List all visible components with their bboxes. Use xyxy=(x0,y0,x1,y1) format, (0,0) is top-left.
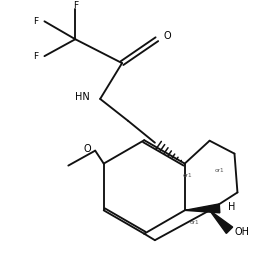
Polygon shape xyxy=(185,204,220,213)
Text: F: F xyxy=(33,52,39,61)
Text: H: H xyxy=(228,202,235,212)
Text: O: O xyxy=(84,144,91,154)
Text: F: F xyxy=(33,17,39,26)
Polygon shape xyxy=(210,210,233,234)
Text: O: O xyxy=(163,31,171,41)
Text: or1: or1 xyxy=(190,220,200,225)
Text: or1: or1 xyxy=(183,173,192,178)
Text: F: F xyxy=(73,1,78,10)
Text: HN: HN xyxy=(76,92,90,102)
Text: or1: or1 xyxy=(215,168,224,173)
Text: OH: OH xyxy=(235,227,250,237)
